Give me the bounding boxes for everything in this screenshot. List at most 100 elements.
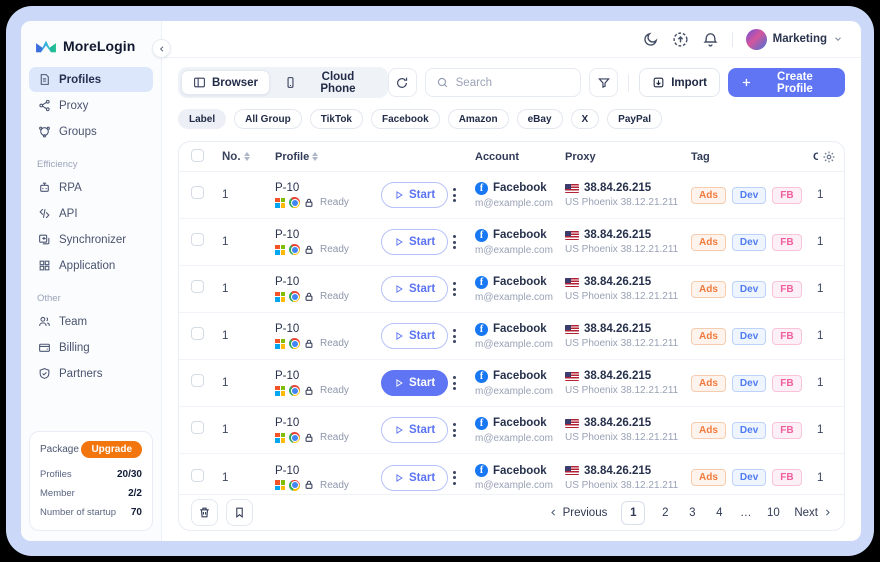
row-menu-button[interactable] [447, 325, 461, 347]
play-icon [396, 332, 403, 340]
profile-cell: P-10 Ready [275, 276, 349, 302]
api-icon [38, 208, 50, 219]
table-row[interactable]: 1 P-10 Ready Start Facebook m@example.co… [179, 407, 844, 454]
profile-cell: P-10 Ready [275, 323, 349, 349]
updates-button[interactable] [672, 31, 689, 48]
row-checkbox[interactable] [191, 327, 204, 340]
start-button[interactable]: Start [381, 182, 449, 208]
table-row[interactable]: 1 P-10 Ready Start Facebook m@example.co… [179, 360, 844, 407]
row-checkbox[interactable] [191, 468, 204, 482]
start-button[interactable]: Start [381, 464, 449, 491]
row-checkbox[interactable] [191, 421, 204, 434]
sidebar-item-application[interactable]: Application [29, 253, 153, 278]
row-checkbox[interactable] [191, 374, 204, 387]
sidebar-item-rpa[interactable]: RPA [29, 175, 153, 200]
proxy-cell: 38.84.26.215 US Phoenix 38.12.21.211 [565, 323, 679, 349]
filter-chip-all-group[interactable]: All Group [234, 109, 302, 129]
play-icon [396, 191, 403, 199]
trash-icon [200, 507, 209, 518]
app-title: MoreLogin [63, 38, 136, 54]
profile-cell: P-10 Ready [275, 229, 349, 255]
bookmark-button[interactable] [226, 499, 253, 526]
create-profile-button[interactable]: Create Profile [728, 68, 845, 97]
page-10[interactable]: 10 [766, 506, 780, 519]
filter-chip-tiktok[interactable]: TikTok [309, 109, 363, 129]
view-switcher: Browser Cloud Phone [178, 67, 388, 98]
filter-button[interactable] [589, 68, 619, 97]
us-flag-icon [565, 183, 579, 193]
row-menu-button[interactable] [447, 184, 461, 206]
table-row[interactable]: 1 P-10 Ready Start Facebook m@example.co… [179, 454, 844, 501]
tags-cell: Ads Dev FB [691, 469, 803, 486]
row-menu-button[interactable] [447, 372, 461, 394]
sidebar-item-team[interactable]: Team [29, 309, 153, 334]
open-count: 1 [817, 330, 824, 342]
sidebar-item-synchronizer[interactable]: Synchronizer [29, 227, 153, 252]
arrow-up-circle-icon [673, 31, 688, 47]
sidebar-item-proxy[interactable]: Proxy [29, 93, 153, 118]
content: Browser Cloud Phone [162, 58, 861, 541]
row-menu-button[interactable] [447, 467, 461, 489]
facebook-icon [475, 181, 488, 195]
topbar: Marketing [162, 21, 861, 58]
row-menu-button[interactable] [447, 231, 461, 253]
filter-chip-x[interactable]: X [570, 109, 600, 129]
filter-chip-amazon[interactable]: Amazon [447, 109, 509, 129]
start-button[interactable]: Start [381, 323, 449, 349]
search-input[interactable] [455, 76, 571, 89]
start-button[interactable]: Start [381, 229, 449, 255]
column-settings-gear-icon[interactable] [822, 150, 836, 164]
row-number: 1 [222, 471, 229, 484]
row-menu-button[interactable] [447, 419, 461, 441]
sidebar-item-groups[interactable]: Groups [29, 119, 153, 144]
page-1[interactable]: 1 [621, 500, 646, 525]
select-all-checkbox[interactable] [191, 148, 204, 162]
filter-chip-facebook[interactable]: Facebook [371, 109, 440, 129]
tag-badge: Ads [691, 327, 726, 345]
dark-mode-button[interactable] [642, 31, 659, 48]
filter-chip-paypal[interactable]: PayPal [607, 109, 662, 129]
sidebar-item-profiles[interactable]: Profiles [29, 67, 153, 92]
sidebar-item-partners[interactable]: Partners [29, 361, 153, 386]
upgrade-button[interactable]: Upgrade [81, 441, 142, 458]
start-button[interactable]: Start [381, 417, 449, 443]
search-icon [437, 77, 447, 88]
previous-page-button[interactable]: Previous [549, 507, 607, 519]
chrome-icon [289, 291, 300, 302]
page-2[interactable]: 2 [662, 506, 669, 519]
table-row[interactable]: 1 P-10 Ready Start Facebook m@example.co… [179, 313, 844, 360]
view-tab-browser[interactable]: Browser [181, 70, 271, 95]
us-flag-icon [565, 371, 579, 381]
row-checkbox[interactable] [191, 233, 204, 246]
sort-profile-button[interactable] [312, 152, 319, 161]
open-count: 1 [817, 283, 824, 295]
view-tab-cloud-phone[interactable]: Cloud Phone [272, 70, 385, 95]
sidebar-item-billing[interactable]: Billing [29, 335, 153, 360]
page-4[interactable]: 4 [716, 506, 723, 519]
sort-no-button[interactable] [243, 152, 250, 161]
notifications-button[interactable] [702, 31, 719, 48]
delete-button[interactable] [191, 499, 218, 526]
col-tag: Tag [691, 150, 710, 163]
account-menu[interactable]: Marketing [745, 28, 843, 50]
table-row[interactable]: 1 P-10 Ready Start Facebook m@example.co… [179, 219, 844, 266]
start-button[interactable]: Start [381, 276, 449, 302]
app-window: MoreLogin Profiles Proxy Groups Efficien… [21, 21, 861, 541]
windows-icon [275, 480, 285, 490]
table-row[interactable]: 1 P-10 Ready Start Facebook m@example.co… [179, 172, 844, 219]
sidebar-collapse-button[interactable] [152, 39, 171, 58]
next-page-button[interactable]: Next [794, 507, 832, 519]
refresh-button[interactable] [387, 68, 417, 97]
page-3[interactable]: 3 [689, 506, 696, 519]
start-button[interactable]: Start [381, 370, 449, 396]
row-menu-button[interactable] [447, 278, 461, 300]
filter-chip-label[interactable]: Label [178, 109, 227, 129]
filter-chip-ebay[interactable]: eBay [516, 109, 563, 129]
row-checkbox[interactable] [191, 280, 204, 293]
table-row[interactable]: 1 P-10 Ready Start Facebook m@example.co… [179, 266, 844, 313]
row-checkbox[interactable] [191, 186, 204, 199]
tag-badge: Ads [691, 280, 726, 298]
import-button[interactable]: Import [639, 68, 720, 97]
sidebar-item-api[interactable]: API [29, 201, 153, 226]
proxy-cell: 38.84.26.215 US Phoenix 38.12.21.211 [565, 182, 679, 208]
